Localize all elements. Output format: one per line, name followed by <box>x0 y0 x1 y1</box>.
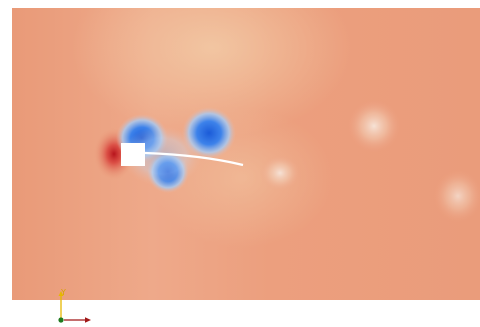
x-axis-head <box>85 317 91 323</box>
axes-triad-graphic <box>58 291 91 323</box>
orientation-axes: Y <box>52 284 102 327</box>
wake-blob-2 <box>260 155 300 191</box>
wake-blob-1 <box>348 100 400 152</box>
y-axis-label: Y <box>61 288 66 297</box>
square-obstacle <box>121 143 145 166</box>
vortex-halo <box>122 126 202 186</box>
elastic-flap <box>144 151 244 167</box>
warm-region-top <box>72 8 352 138</box>
y-axis-head <box>58 291 64 296</box>
render-viewport[interactable] <box>12 8 480 300</box>
wake-blob-3 <box>434 170 480 222</box>
flow-field-plot <box>12 8 480 300</box>
axes-origin <box>58 317 64 323</box>
